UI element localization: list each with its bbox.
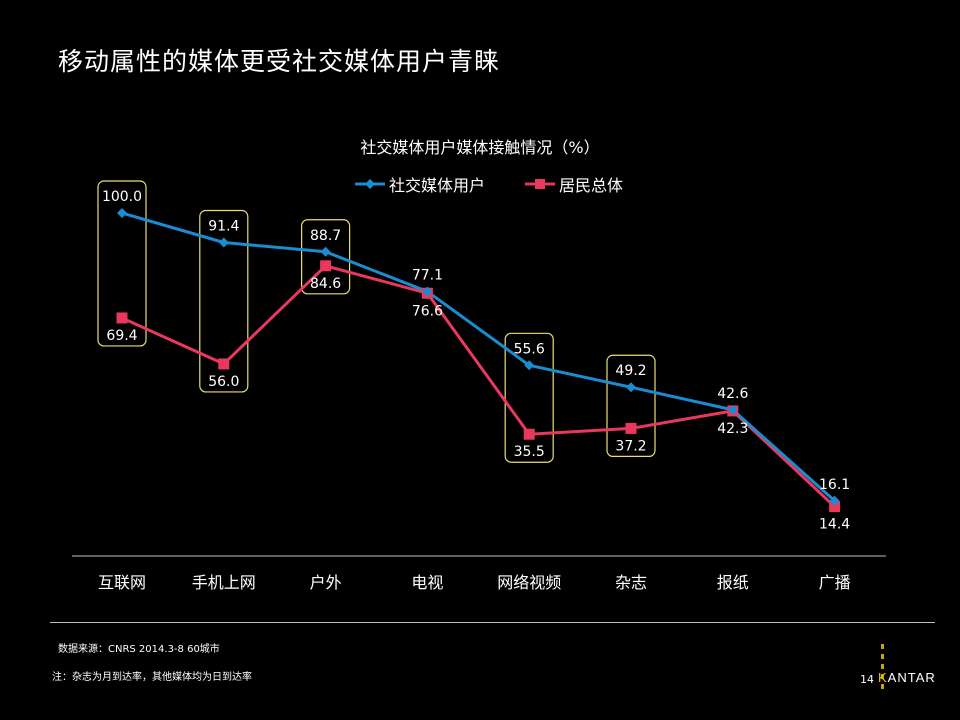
legend-item-social: 社交媒体用户 <box>355 172 485 196</box>
legend-item-resident: 居民总体 <box>525 172 623 196</box>
data-label: 42.6 <box>717 386 748 402</box>
highlight-box <box>301 219 351 295</box>
data-label: 55.6 <box>514 341 545 357</box>
data-label: 14.4 <box>819 517 850 533</box>
social-point <box>218 237 229 248</box>
social-point <box>422 286 433 297</box>
x-tick-label: 电视 <box>411 573 443 592</box>
resident-point <box>625 422 637 434</box>
highlight-box <box>97 180 147 347</box>
data-label: 91.4 <box>208 218 239 234</box>
data-label: 69.4 <box>106 328 137 344</box>
data-label: 37.2 <box>615 438 646 454</box>
data-label: 49.2 <box>615 363 646 379</box>
data-label: 76.6 <box>412 303 443 319</box>
data-label: 84.6 <box>310 276 341 292</box>
highlight-box <box>199 209 249 393</box>
x-tick-label: 报纸 <box>717 573 749 592</box>
highlight-box <box>504 332 554 463</box>
highlight-box <box>606 354 656 458</box>
data-label: 42.3 <box>717 421 748 437</box>
logo-text: ANTAR <box>887 670 936 685</box>
legend-diamond-line-icon <box>355 179 385 189</box>
chart-title: 社交媒体用户媒体接触情况（%） <box>360 138 600 157</box>
footer-divider <box>50 622 935 623</box>
x-tick-label: 广播 <box>819 573 851 592</box>
social-point <box>320 246 331 257</box>
footnote: 注：杂志为月到达率，其他媒体均为日到达率 <box>52 672 252 683</box>
x-tick-label: 杂志 <box>615 573 647 592</box>
social-point <box>727 404 738 415</box>
chart-legend: 社交媒体用户 居民总体 <box>355 173 623 195</box>
x-tick-label: 互联网 <box>98 573 146 592</box>
social-point <box>117 208 127 218</box>
resident-point <box>218 358 230 370</box>
brand-dotted-rule <box>881 644 884 692</box>
data-label: 35.5 <box>514 444 545 460</box>
kantar-logo: KANTAR <box>878 670 936 685</box>
slide-title: 移动属性的媒体更受社交媒体用户青睐 <box>58 47 501 76</box>
legend-square-line-icon <box>525 179 556 189</box>
social-point <box>524 360 535 371</box>
data-label: 16.1 <box>819 477 850 493</box>
data-source-note: 数据来源：CNRS 2014.3-8 60城市 <box>58 644 220 655</box>
series-line-resident <box>121 264 836 508</box>
page-number: 14 <box>860 673 874 686</box>
data-label: 77.1 <box>412 268 443 284</box>
x-tick-label: 手机上网 <box>192 573 256 592</box>
x-tick-label: 户外 <box>310 573 342 592</box>
social-point <box>626 382 636 393</box>
legend-label-social: 社交媒体用户 <box>389 176 486 195</box>
resident-point <box>320 260 332 272</box>
x-tick-label: 网络视频 <box>497 573 561 592</box>
logo-mark: K <box>878 670 888 685</box>
resident-point <box>523 428 535 440</box>
data-label: 100.0 <box>102 189 142 205</box>
legend-label-resident: 居民总体 <box>559 176 624 195</box>
resident-point <box>116 312 128 324</box>
social-point <box>829 495 840 506</box>
data-label: 88.7 <box>310 228 341 244</box>
series-line-social <box>121 211 836 502</box>
data-label: 56.0 <box>208 374 239 390</box>
resident-point <box>829 501 841 513</box>
